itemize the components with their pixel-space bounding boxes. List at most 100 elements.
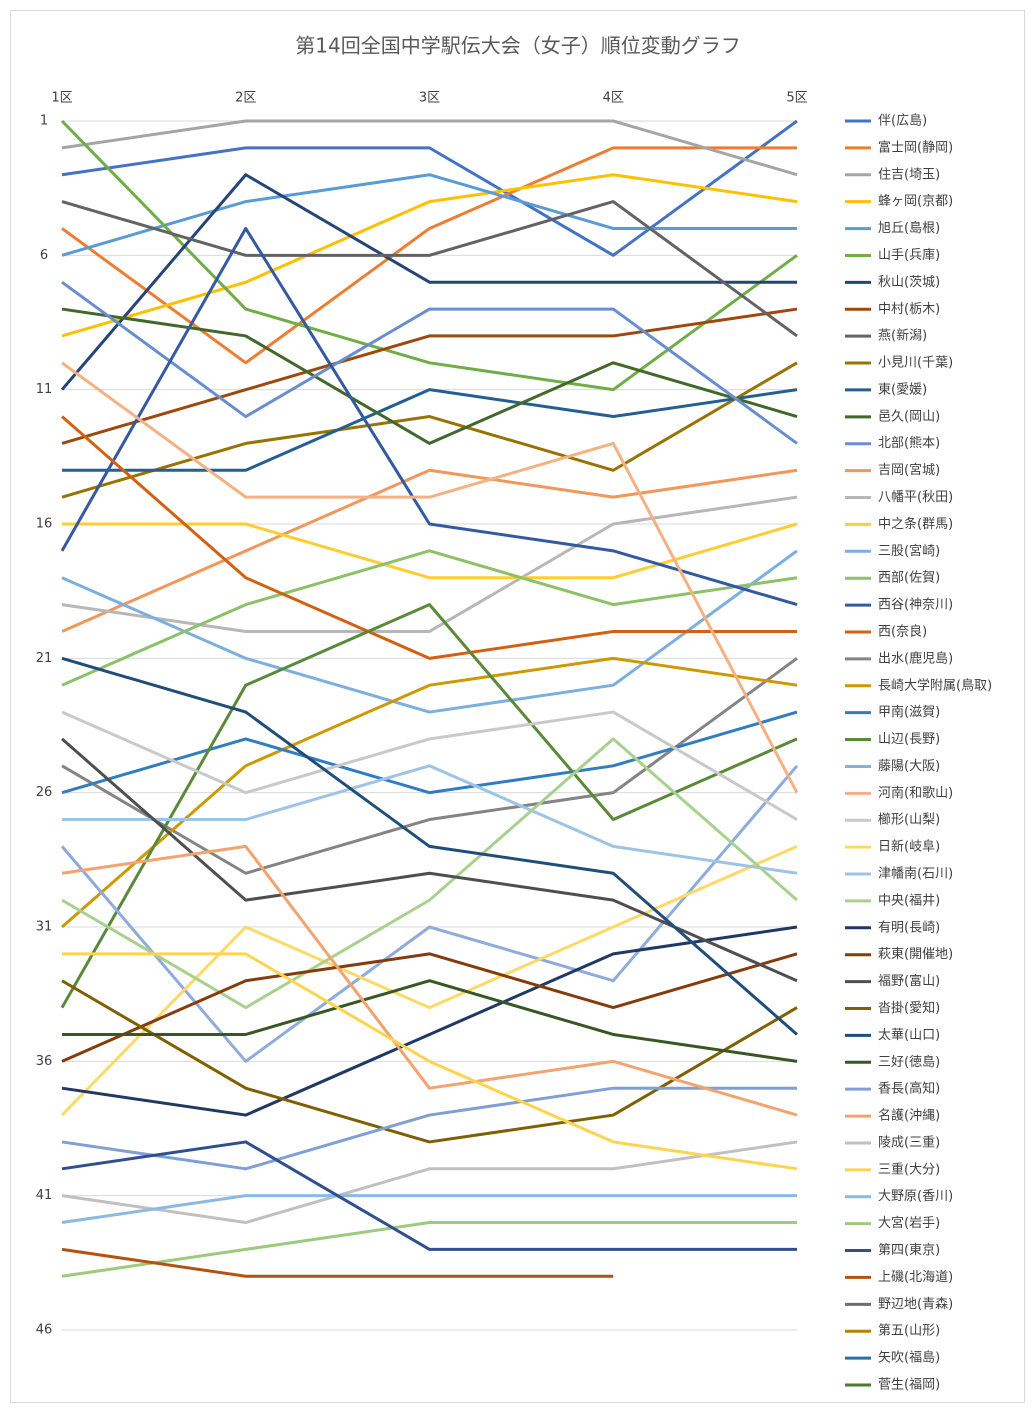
legend-label: 陵成(三重) (878, 1134, 940, 1150)
legend-label: 野辺地(青森) (878, 1297, 953, 1312)
x-tick-label: 4区 (603, 91, 624, 106)
series-line (60, 226, 798, 607)
legend-label: 矢吹(福島) (878, 1351, 940, 1366)
legend-label: 中村(栃木) (878, 302, 940, 317)
legend-label: 福野(富山) (878, 973, 940, 989)
series-line (61, 1140, 798, 1225)
y-tick-label: 26 (36, 785, 53, 800)
y-tick-label: 6 (40, 248, 48, 263)
series-line (61, 173, 797, 257)
legend-label: 河南(和歌山) (878, 785, 953, 801)
series-line (61, 468, 798, 633)
legend-label: 中央(福井) (878, 893, 940, 908)
series-line (62, 979, 798, 1063)
legend-label: 八幡平(秋田) (878, 490, 953, 505)
legend-label: 住吉(埼玉) (878, 167, 940, 182)
legend-label: 富士岡(静岡) (878, 139, 953, 155)
series-line (61, 280, 798, 445)
legend-label: 山手(兵庫) (878, 248, 940, 263)
legend-label: 邑久(岡山) (878, 409, 940, 424)
series-line (62, 952, 798, 1171)
x-tick-label: 1区 (51, 91, 72, 106)
legend-label: 藤陽(大阪) (878, 759, 940, 774)
legend-label: 秋山(茨城) (878, 275, 940, 290)
legend-label: 山辺(長野) (878, 732, 940, 747)
series-line (61, 844, 798, 1117)
legend-label: 西(奈良) (878, 623, 927, 639)
legend-label: 太華(山口) (878, 1028, 940, 1043)
series-line (61, 146, 797, 365)
series-line (61, 119, 798, 257)
legend-label: 沓掛(愛知) (878, 1000, 940, 1016)
legend-label: 大野原(香川) (878, 1189, 953, 1204)
series-line (61, 737, 798, 1010)
series-line (61, 925, 798, 1117)
series-line (62, 764, 798, 875)
legend-label: 蜂ヶ岡(京都) (878, 194, 953, 209)
y-tick-label: 16 (36, 517, 53, 532)
legend-label: 津幡南(石川) (878, 866, 953, 882)
legend-label: 出水(鹿児島) (878, 650, 953, 666)
legend-label: 三股(宮崎) (878, 543, 940, 559)
legend-label: 燕(新潟) (878, 328, 927, 344)
legend-label: 西谷(神奈川) (878, 598, 953, 613)
series-line (61, 119, 798, 177)
legend-label: 第四(東京) (878, 1242, 940, 1258)
legend-label: 香長(高知) (878, 1081, 940, 1097)
legend-label: 中之条(群馬) (878, 516, 953, 532)
series-line (61, 656, 798, 1036)
series-line (62, 388, 798, 472)
series-line (61, 495, 798, 633)
series-line (61, 361, 798, 499)
series-line (61, 1221, 797, 1278)
y-tick-label: 36 (36, 1054, 53, 1069)
y-tick-label: 1 (40, 114, 48, 129)
series-line (60, 845, 798, 1117)
y-tick-label: 31 (36, 920, 53, 935)
series-line (61, 1194, 797, 1225)
legend-label: 伴(広島) (878, 114, 927, 129)
y-tick-label: 46 (36, 1323, 53, 1338)
series-line (61, 1140, 797, 1251)
y-tick-label: 11 (36, 382, 53, 397)
series-line (61, 200, 798, 338)
legend-label: 名護(沖縄) (878, 1108, 940, 1124)
series-line (61, 710, 798, 821)
y-tick-label: 21 (36, 651, 53, 666)
series-line (60, 173, 797, 391)
series-line (61, 361, 799, 794)
x-tick-label: 2区 (235, 91, 256, 106)
legend-label: 西部(佐賀) (878, 571, 940, 586)
chart-title: 第14回全国中学駅伝大会（女子）順位変動グラフ (295, 34, 740, 58)
legend-label: 三好(徳島) (878, 1055, 940, 1070)
legend-label: 大宮(岩手) (878, 1215, 940, 1231)
legend-label: 吉岡(宮城) (878, 462, 940, 478)
legend-label: 櫛形(山梨) (878, 813, 940, 828)
x-tick-label: 3区 (419, 91, 440, 106)
legend-label: 菅生(福岡) (878, 1378, 940, 1393)
series-line (61, 549, 798, 687)
legend-label: 第五(山形) (878, 1324, 940, 1339)
series-line (61, 307, 798, 445)
legend-label: 三重(大分) (878, 1161, 940, 1177)
legend-label: 萩東(開催地) (878, 946, 953, 962)
legend-label: 上磯(北海道) (878, 1270, 953, 1285)
legend-label: 甲南(滋賀) (878, 704, 940, 720)
series-line (61, 1247, 614, 1278)
legend-label: 東(愛媛) (878, 381, 927, 397)
legend-label: 有明(長崎) (878, 920, 940, 935)
series-line (61, 173, 798, 338)
x-tick-label: 5区 (786, 91, 807, 106)
legend-label: 旭丘(島根) (878, 221, 940, 236)
legend-label: 日新(岐阜) (878, 839, 940, 855)
y-tick-label: 41 (36, 1188, 53, 1203)
series-line (61, 415, 797, 660)
series-line (61, 952, 798, 1063)
series-line (61, 307, 798, 445)
legend-label: 北部(熊本) (878, 435, 940, 451)
series-line (61, 1086, 797, 1171)
legend-label: 長崎大学附属(鳥取) (878, 677, 992, 693)
legend-label: 小見川(千葉) (878, 356, 953, 371)
